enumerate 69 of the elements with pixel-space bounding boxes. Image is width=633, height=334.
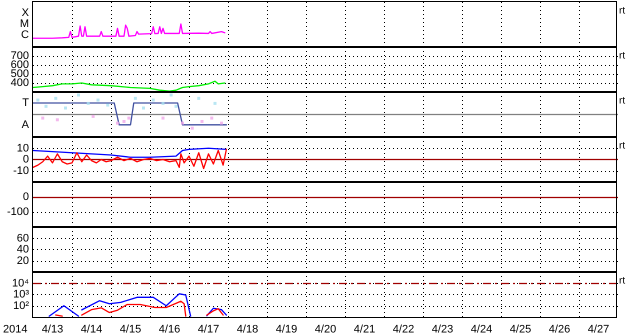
- x-tick-label: 4/25: [510, 324, 532, 334]
- point: [106, 104, 110, 107]
- text: rt: [619, 96, 626, 106]
- point: [142, 106, 145, 110]
- point: [134, 96, 137, 100]
- y-tick-label: 0: [22, 154, 29, 166]
- point: [64, 106, 67, 110]
- y-tick-label: 20: [16, 254, 29, 267]
- x-tick-label: 4/17: [198, 324, 220, 334]
- x-tick-label: 4/20: [314, 324, 336, 334]
- point: [44, 104, 48, 108]
- text: X: [22, 7, 30, 19]
- y-tick-label: 40: [16, 244, 29, 256]
- y-tick-label: 0: [22, 191, 29, 203]
- x-tick-label: 4/26: [548, 324, 570, 334]
- point: [162, 116, 164, 120]
- point: [170, 94, 173, 96]
- text: M: [20, 18, 29, 30]
- line-series: [32, 148, 228, 158]
- x-tick-label: 4/19: [276, 324, 298, 334]
- x-tick-label: 4/24: [470, 324, 492, 334]
- text: 2014: [3, 324, 28, 334]
- point: [181, 122, 184, 125]
- point: [56, 118, 59, 122]
- y-tick-label: 10⁴: [12, 277, 30, 290]
- x-tick-label: 4/16: [158, 324, 180, 334]
- x-tick-label: 4/15: [120, 324, 142, 334]
- y-tick-label: -10: [13, 164, 29, 177]
- point: [200, 120, 204, 123]
- y-tick-label: 60: [16, 232, 29, 244]
- line-series: [32, 148, 228, 170]
- point: [214, 102, 216, 105]
- point: [41, 116, 44, 120]
- point: [54, 96, 58, 100]
- y-tick-label: 400: [10, 77, 29, 89]
- x-tick-label: 4/21: [354, 324, 376, 334]
- point: [77, 94, 80, 96]
- text: T: [22, 97, 30, 109]
- point: [86, 102, 90, 105]
- y-tick-label: -100: [6, 206, 29, 218]
- x-tick-label: 4/27: [588, 324, 610, 334]
- x-tick-label: 4/13: [42, 324, 64, 334]
- text: rt: [619, 140, 626, 152]
- y-tick-label: 10: [16, 142, 29, 154]
- x-tick-label: 4/18: [236, 324, 258, 334]
- point: [96, 98, 100, 102]
- point: [122, 120, 126, 123]
- point: [210, 116, 214, 120]
- point: [174, 104, 178, 108]
- line-series: [32, 80, 226, 92]
- text: A: [22, 119, 30, 131]
- point: [92, 114, 95, 118]
- point: [220, 122, 223, 125]
- text: rt: [619, 6, 626, 16]
- point: [190, 126, 194, 130]
- text: C: [21, 29, 30, 41]
- point: [127, 116, 130, 120]
- x-tick-label: 4/22: [392, 324, 414, 334]
- point: [36, 98, 40, 102]
- point: [162, 102, 164, 105]
- point: [152, 98, 155, 102]
- text: rt: [619, 50, 626, 62]
- y-tick-label: 10³: [13, 288, 30, 300]
- y-tick-label: 10²: [13, 300, 30, 312]
- text: rt: [619, 276, 626, 286]
- point: [116, 122, 119, 125]
- x-tick-label: 4/14: [80, 324, 102, 334]
- point: [197, 96, 200, 100]
- x-tick-label: 4/23: [432, 324, 454, 334]
